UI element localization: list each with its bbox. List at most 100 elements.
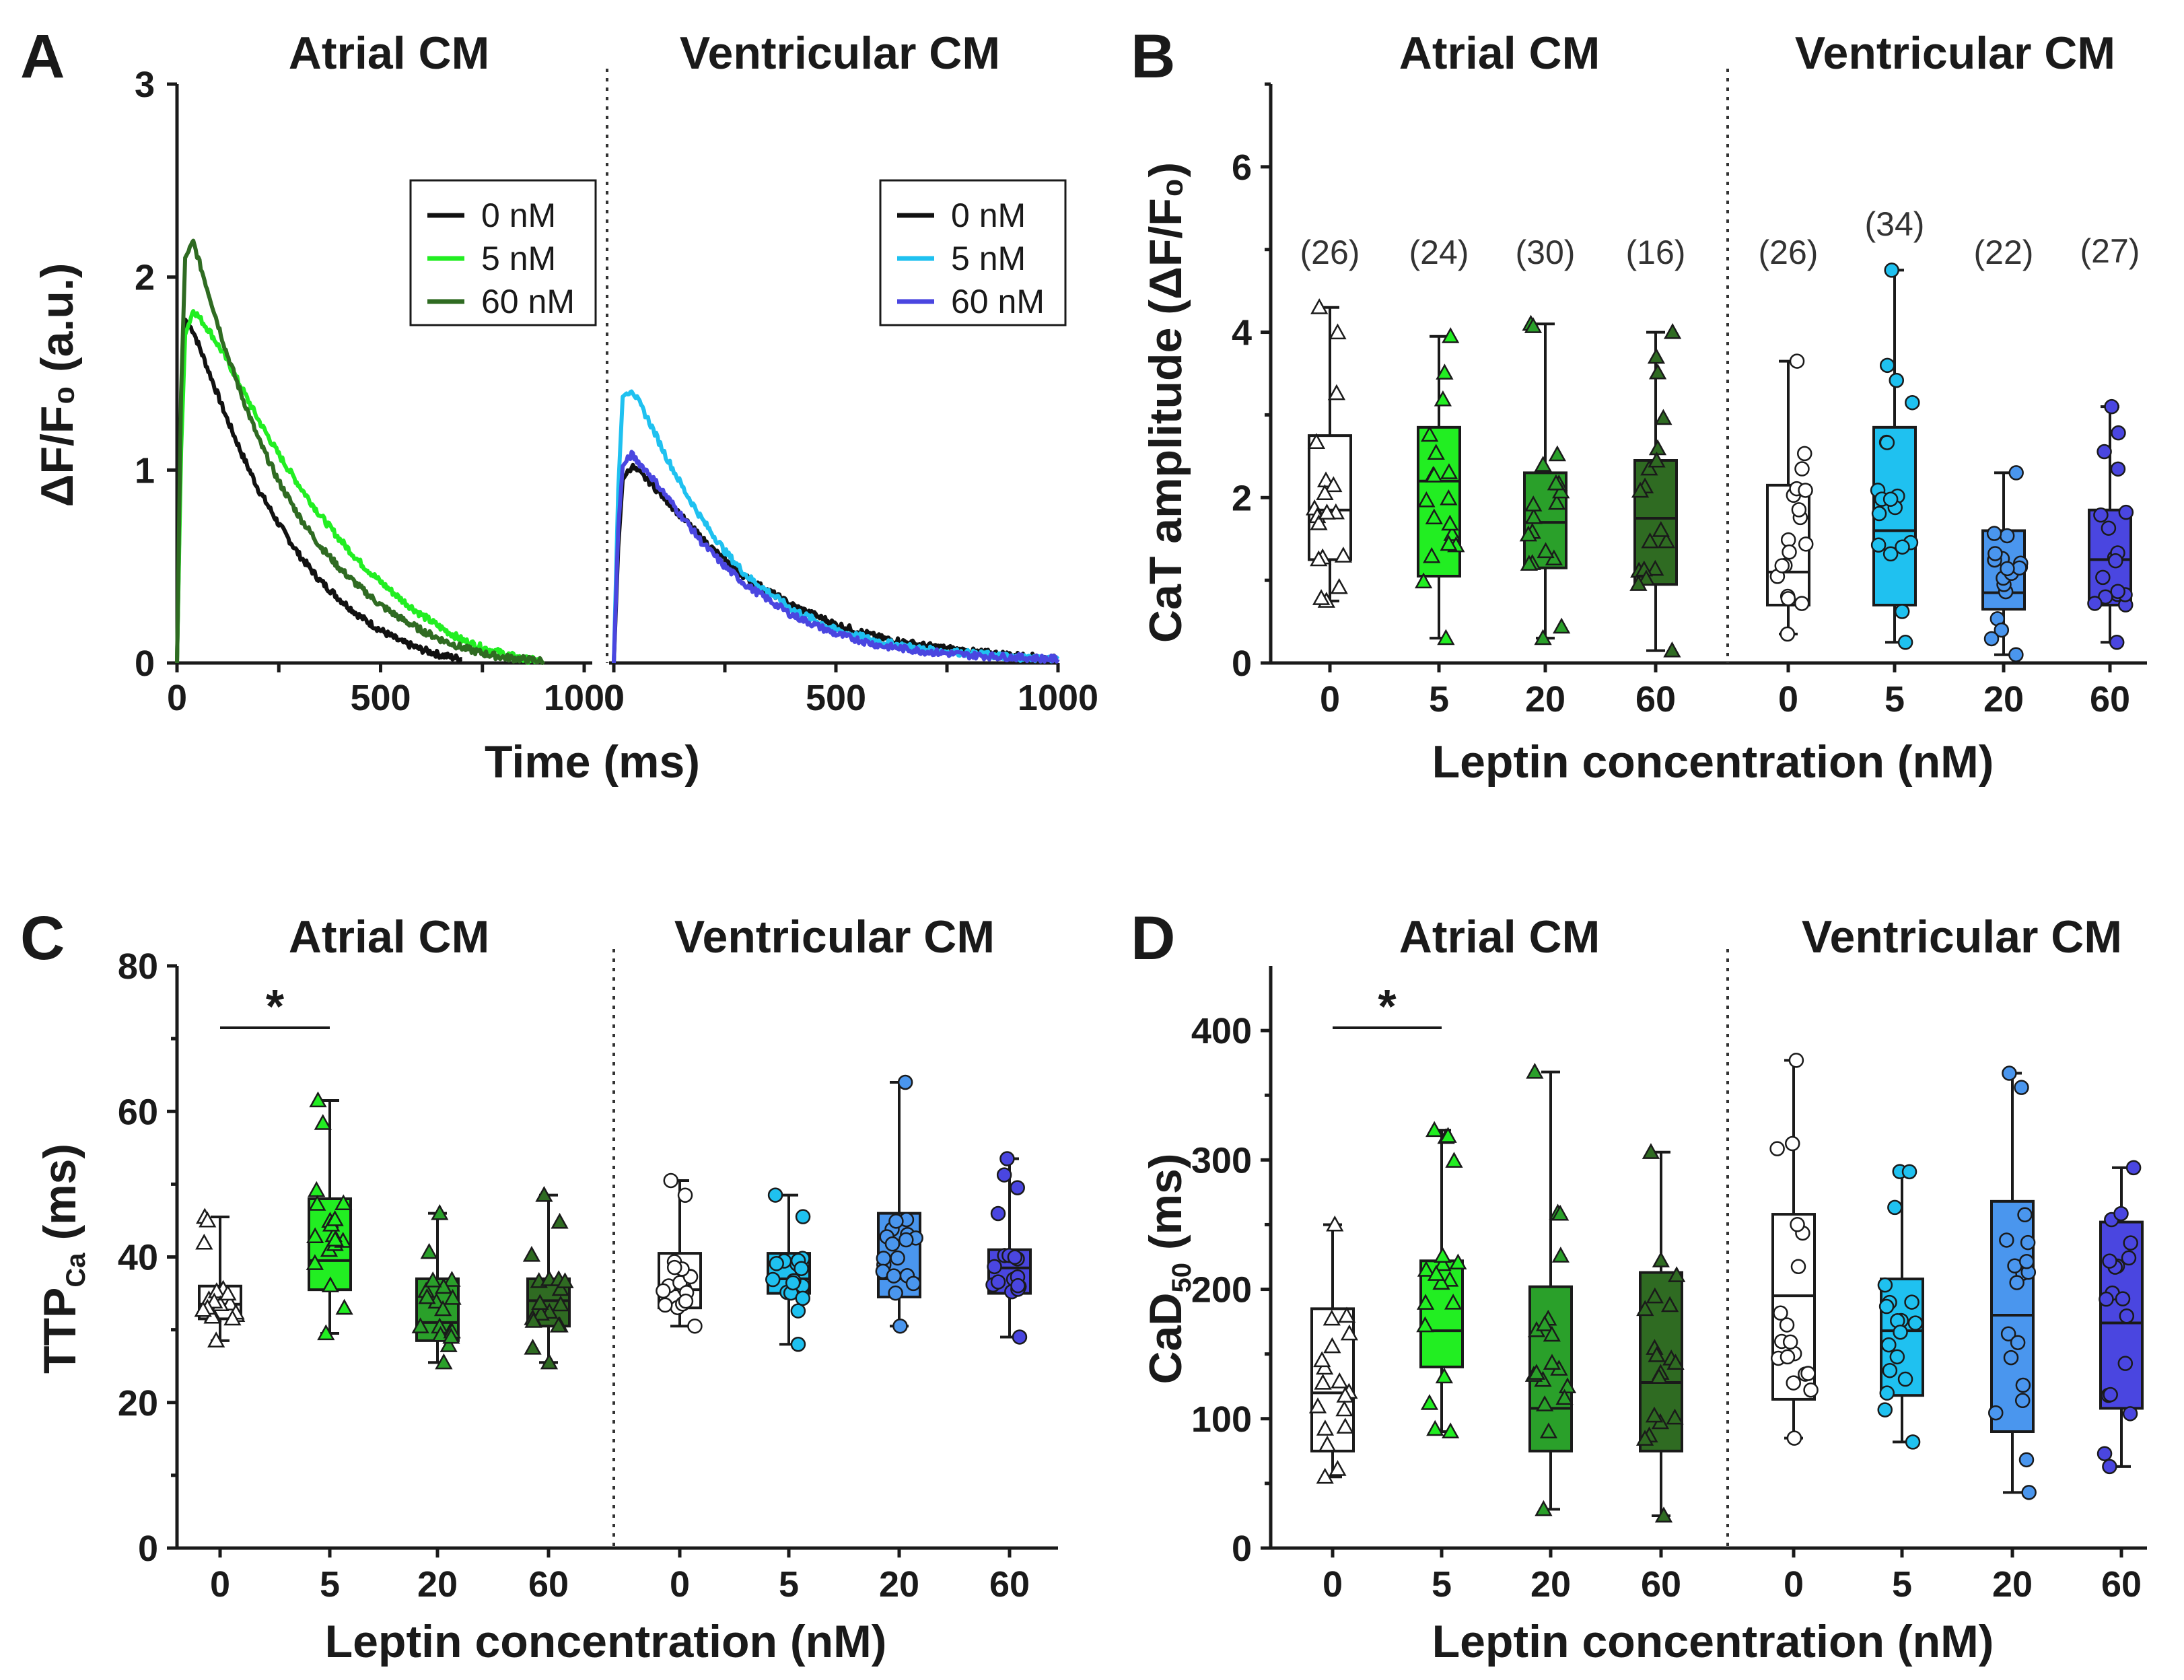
y-tick-label: 0 [138, 1529, 158, 1569]
data-point [540, 1353, 559, 1370]
data-point [317, 1324, 335, 1341]
y-tick-label: 0 [135, 643, 155, 684]
box-7 [2097, 1160, 2144, 1475]
data-point [535, 1186, 553, 1202]
data-point [308, 1181, 326, 1197]
data-point [884, 1236, 901, 1252]
data-point [1650, 1368, 1668, 1384]
data-point [1007, 1249, 1023, 1265]
data-point [1325, 476, 1343, 493]
data-point [2014, 1080, 2029, 1095]
box-5 [1877, 1164, 1924, 1450]
data-point [335, 1298, 353, 1315]
box-1 [306, 1091, 353, 1341]
data-point [1636, 1300, 1654, 1317]
panel-b-title-ventricular: Ventricular CM [1795, 28, 2115, 79]
data-point [556, 1272, 574, 1288]
data-point [306, 1254, 324, 1270]
data-point [1780, 591, 1796, 606]
data-point [442, 1327, 460, 1344]
data-point [2020, 1234, 2036, 1251]
x-tick-label: 5 [779, 1564, 799, 1605]
significance-star: * [266, 980, 285, 1032]
box-4 [1766, 353, 1814, 642]
x-tick-label: 5 [320, 1564, 340, 1605]
data-point [1642, 1143, 1660, 1159]
box-5 [765, 1187, 811, 1352]
panel-a-label: A [20, 22, 65, 91]
legend-label: 5 nM [951, 240, 1026, 277]
data-point [1318, 1435, 1337, 1452]
panel-d-label: D [1131, 904, 1175, 973]
data-point [1520, 555, 1538, 571]
data-point [1901, 1164, 1917, 1180]
data-point [1551, 1247, 1570, 1263]
data-point [1555, 1389, 1574, 1405]
x-tick-label: 500 [350, 678, 411, 718]
data-point [2018, 1253, 2035, 1269]
panel-a-atrial-plot: 0 1 2 3 0 500 1000 [135, 65, 625, 718]
data-point [658, 1297, 673, 1313]
y-tick-label: 80 [118, 946, 158, 987]
panel-d-title-atrial: Atrial CM [1399, 911, 1600, 963]
data-point [1780, 1349, 1796, 1365]
data-point [2021, 1485, 2037, 1500]
data-point [308, 1195, 326, 1211]
ylabel-subscript: Ca [61, 1253, 91, 1288]
data-point [1444, 1293, 1463, 1310]
data-point [2087, 596, 2103, 611]
box-7 [2087, 398, 2134, 650]
box-2 [1524, 1063, 1577, 1516]
x-tick-label: 20 [1525, 679, 1565, 720]
data-point [2017, 1207, 2033, 1223]
data-point [1782, 1334, 1798, 1350]
data-point [785, 1275, 801, 1291]
x-tick-label: 0 [1323, 1564, 1343, 1605]
box-5 [1870, 262, 1920, 650]
panel-d-plot: 0 100 200 300 400 0 5 20 60 0 5 20 60 * [1191, 949, 2147, 1605]
data-point [2122, 1406, 2138, 1422]
data-point [2125, 1160, 2142, 1176]
data-point [1774, 558, 1790, 573]
data-point [795, 1290, 810, 1306]
x-tick-label: 1000 [544, 678, 625, 718]
data-point [1310, 298, 1329, 314]
data-point [2014, 1393, 2031, 1409]
data-point [1987, 546, 2003, 561]
x-tick-label: 20 [1992, 1564, 2033, 1605]
data-point [1535, 1500, 1553, 1516]
data-point [2010, 1335, 2026, 1350]
data-point [1905, 394, 1920, 411]
data-point [1877, 1402, 1893, 1418]
data-point [1425, 1121, 1444, 1138]
data-point [1654, 409, 1672, 425]
data-point [2104, 398, 2119, 415]
y-tick-label: 60 [118, 1092, 158, 1132]
panel-d-title-ventricular: Ventricular CM [1802, 911, 2122, 963]
data-point [1666, 1408, 1684, 1425]
data-point [1988, 1405, 2004, 1421]
data-point [223, 1309, 242, 1326]
data-point [1791, 502, 1807, 518]
data-point [897, 1074, 913, 1090]
x-tick-label: 5 [1892, 1564, 1912, 1605]
data-point [905, 1275, 921, 1292]
x-tick-label: 60 [528, 1564, 569, 1605]
legend-box [879, 179, 1067, 326]
box-1 [1414, 327, 1465, 645]
n-label: (24) [1409, 234, 1469, 271]
data-point [306, 1227, 324, 1244]
panel-c-label: C [20, 904, 65, 973]
data-point [2008, 647, 2024, 662]
box-0 [194, 1208, 246, 1348]
data-point [1551, 1204, 1570, 1221]
data-point [1323, 1309, 1341, 1326]
x-tick-label: 5 [1429, 679, 1449, 720]
data-point [999, 1151, 1015, 1166]
data-point [2103, 1387, 2118, 1403]
panel-a-legend-atrial: 0 nM 5 nM 60 nM [409, 179, 597, 326]
data-point [1316, 1420, 1335, 1436]
legend-label: 60 nM [481, 283, 575, 320]
data-point [1983, 631, 2000, 647]
data-point [1427, 1265, 1446, 1281]
